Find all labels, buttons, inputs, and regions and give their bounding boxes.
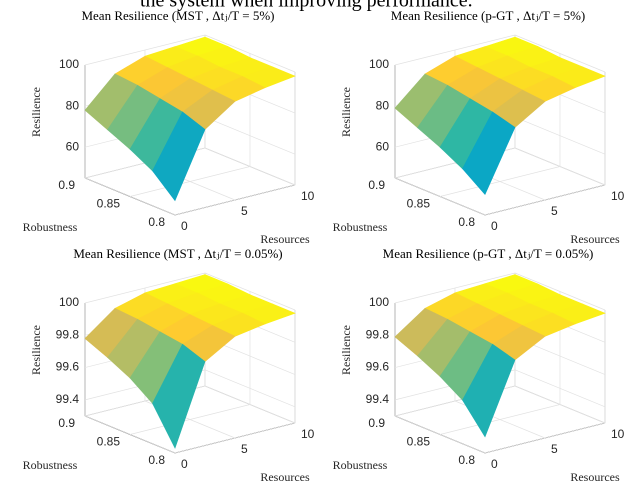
y-tick-label: 5 bbox=[241, 204, 248, 218]
x-tick-label: 0.85 bbox=[407, 435, 431, 449]
x-axis-label: Robustness bbox=[333, 458, 388, 472]
y-tick-label: 0 bbox=[491, 457, 498, 471]
z-axis-label: Resilience bbox=[29, 87, 43, 137]
grid-line bbox=[514, 147, 606, 186]
y-tick-label: 0 bbox=[491, 219, 498, 233]
chart-title: Mean Resilience (MST , Δtⱼ/T = 0.05%) bbox=[73, 246, 282, 261]
chart-title: Mean Resilience (p-GT , Δtⱼ/T = 0.05%) bbox=[383, 246, 594, 261]
y-tick-label: 10 bbox=[611, 427, 625, 441]
z-tick-label: 99.4 bbox=[56, 392, 80, 406]
y-tick-label: 10 bbox=[301, 189, 315, 203]
z-tick-label: 99.8 bbox=[366, 327, 390, 341]
x-axis-label: Robustness bbox=[23, 220, 78, 234]
y-tick-label: 5 bbox=[551, 204, 558, 218]
x-tick-label: 0.85 bbox=[407, 197, 431, 211]
surface-plot: 99.4 99.6 99.8 100 0.8 0.85 0.9 0 5 10 Mean Resili… bbox=[23, 246, 315, 484]
grid-line bbox=[394, 415, 486, 454]
grid-line bbox=[84, 415, 176, 454]
x-tick-label: 0.85 bbox=[97, 197, 121, 211]
surface-plot: 99.4 99.6 99.8 100 0.8 0.85 0.9 0 5 10 Mean Resili… bbox=[333, 246, 625, 484]
z-tick-label: 100 bbox=[369, 295, 389, 309]
x-axis-label: Robustness bbox=[333, 220, 388, 234]
surface-cell bbox=[462, 343, 516, 438]
y-tick-label: 0 bbox=[181, 457, 188, 471]
y-tick-label: 5 bbox=[241, 442, 248, 456]
surface-cell bbox=[462, 111, 516, 196]
y-axis-label: Resources bbox=[570, 232, 620, 246]
grid-line bbox=[514, 385, 606, 424]
caption-fragment: the system when improving performance. bbox=[140, 0, 473, 12]
z-tick-label: 80 bbox=[376, 98, 390, 112]
grid-line bbox=[204, 385, 296, 424]
z-tick-label: 100 bbox=[59, 57, 79, 71]
y-tick-label: 0 bbox=[181, 219, 188, 233]
x-tick-label: 0.8 bbox=[148, 215, 165, 229]
y-tick-label: 10 bbox=[611, 189, 625, 203]
z-axis-label: Resilience bbox=[339, 87, 353, 137]
z-tick-label: 100 bbox=[369, 57, 389, 71]
z-tick-label: 99.6 bbox=[366, 360, 390, 374]
surface-plot: 60 80 100 0.8 0.85 0.9 0 5 10 Mean Resilience (p-… bbox=[333, 8, 625, 246]
surface-cell bbox=[152, 111, 206, 202]
z-axis-label: Resilience bbox=[339, 325, 353, 375]
grid-line bbox=[84, 177, 176, 216]
x-tick-label: 0.9 bbox=[368, 416, 385, 430]
y-axis-label: Resources bbox=[260, 232, 310, 246]
y-axis-label: Resources bbox=[260, 470, 310, 484]
x-tick-label: 0.85 bbox=[97, 435, 121, 449]
z-tick-label: 99.4 bbox=[366, 392, 390, 406]
y-axis-label: Resources bbox=[570, 470, 620, 484]
x-tick-label: 0.8 bbox=[458, 215, 475, 229]
x-tick-label: 0.8 bbox=[148, 453, 165, 467]
grid-line bbox=[394, 177, 486, 216]
z-tick-label: 100 bbox=[59, 295, 79, 309]
z-tick-label: 60 bbox=[66, 139, 80, 153]
x-axis-label: Robustness bbox=[23, 458, 78, 472]
x-tick-label: 0.9 bbox=[58, 416, 75, 430]
z-tick-label: 99.8 bbox=[56, 327, 80, 341]
surface-plot: 60 80 100 0.8 0.85 0.9 0 5 10 Mean Resilience (MS… bbox=[23, 8, 315, 246]
surface-cell bbox=[152, 343, 206, 449]
y-tick-label: 10 bbox=[301, 427, 315, 441]
grid-line bbox=[204, 147, 296, 186]
z-axis-label: Resilience bbox=[29, 325, 43, 375]
chart-title: Mean Resilience (MST , Δtⱼ/T = 5%) bbox=[81, 8, 274, 23]
x-tick-label: 0.9 bbox=[368, 178, 385, 192]
z-tick-label: 99.6 bbox=[56, 360, 80, 374]
y-tick-label: 5 bbox=[551, 442, 558, 456]
z-tick-label: 60 bbox=[376, 139, 390, 153]
x-tick-label: 0.8 bbox=[458, 453, 475, 467]
z-tick-label: 80 bbox=[66, 98, 80, 112]
x-tick-label: 0.9 bbox=[58, 178, 75, 192]
chart-title: Mean Resilience (p-GT , Δtⱼ/T = 5%) bbox=[391, 8, 585, 23]
